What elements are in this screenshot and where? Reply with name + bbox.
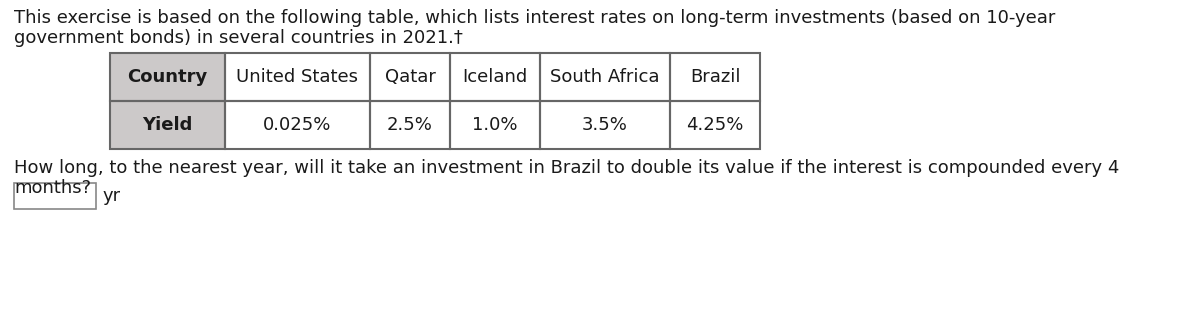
Text: Country: Country xyxy=(127,68,208,86)
Bar xyxy=(110,53,226,101)
Bar xyxy=(450,53,540,101)
Text: This exercise is based on the following table, which lists interest rates on lon: This exercise is based on the following … xyxy=(14,9,1055,27)
Text: United States: United States xyxy=(236,68,359,86)
Text: 1.0%: 1.0% xyxy=(473,116,517,134)
Text: 0.025%: 0.025% xyxy=(263,116,331,134)
Bar xyxy=(670,53,760,101)
Text: How long, to the nearest year, will it take an investment in Brazil to double it: How long, to the nearest year, will it t… xyxy=(14,159,1120,177)
Text: Brazil: Brazil xyxy=(690,68,740,86)
Text: Qatar: Qatar xyxy=(384,68,436,86)
Bar xyxy=(110,53,226,101)
Bar xyxy=(370,101,450,149)
Text: government bonds) in several countries in 2021.†: government bonds) in several countries i… xyxy=(14,29,463,47)
Text: months?: months? xyxy=(14,179,91,197)
Text: Iceland: Iceland xyxy=(462,68,528,86)
Bar xyxy=(14,183,96,209)
Text: 4.25%: 4.25% xyxy=(686,116,744,134)
Bar xyxy=(450,101,540,149)
Text: yr: yr xyxy=(103,187,121,205)
Text: Yield: Yield xyxy=(143,116,193,134)
Bar xyxy=(670,101,760,149)
Bar xyxy=(540,53,670,101)
Text: South Africa: South Africa xyxy=(551,68,660,86)
Bar xyxy=(226,53,370,101)
Bar xyxy=(370,53,450,101)
Text: 3.5%: 3.5% xyxy=(582,116,628,134)
Text: 2.5%: 2.5% xyxy=(388,116,433,134)
Bar xyxy=(110,101,226,149)
Bar xyxy=(540,101,670,149)
Bar xyxy=(226,101,370,149)
Bar xyxy=(110,101,226,149)
